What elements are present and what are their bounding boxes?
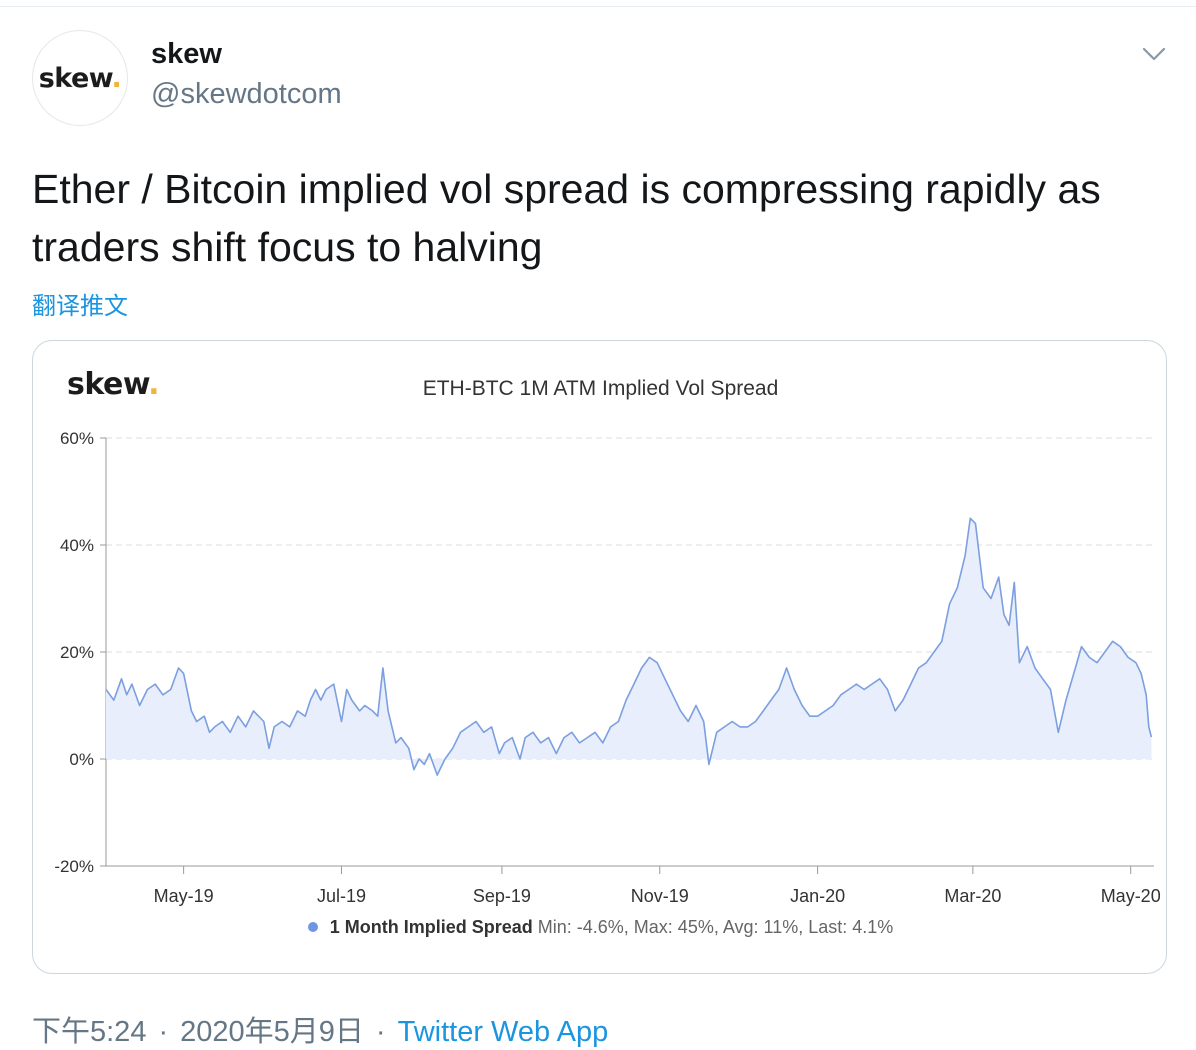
series-line: [105, 517, 1153, 776]
tweet-time[interactable]: 下午5:24: [32, 1016, 147, 1048]
footer-separator: ·: [375, 1016, 386, 1048]
tweet-text: Ether / Bitcoin implied vol spread is co…: [32, 166, 1101, 270]
y-tick-label: 20%: [60, 643, 94, 662]
x-tick-label: May-20: [1101, 886, 1161, 906]
y-tick-label: 60%: [60, 429, 94, 448]
user-handle[interactable]: @skewdotcom: [151, 78, 342, 110]
legend-stats: Min: -4.6%, Max: 45%, Avg: 11%, Last: 4.…: [537, 917, 894, 937]
top-divider: [0, 6, 1196, 7]
avatar-logo: skew.: [38, 62, 122, 94]
chart-logo: skew.: [67, 367, 160, 402]
y-tick-label: -20%: [54, 857, 94, 876]
y-tick-label: 40%: [60, 536, 94, 555]
x-tick-label: Mar-20: [944, 886, 1001, 906]
chart-legend[interactable]: 1 Month Implied Spread Min: -4.6%, Max: …: [33, 917, 1166, 938]
x-tick-label: Sep-19: [473, 886, 531, 906]
x-tick-label: Jan-20: [790, 886, 845, 906]
chart-card[interactable]: skew. ETH-BTC 1M ATM Implied Vol Spread …: [32, 340, 1167, 974]
tweet-footer: 下午5:24 · 2020年5月9日 · Twitter Web App: [32, 1008, 608, 1050]
translate-tweet-link[interactable]: 翻译推文: [32, 293, 128, 320]
x-tick-label: Nov-19: [631, 886, 689, 906]
legend-dot: [307, 922, 318, 932]
x-tick-label: May-19: [154, 886, 214, 906]
chevron-down-icon[interactable]: [1140, 40, 1168, 68]
avatar[interactable]: skew.: [32, 30, 128, 126]
tweet-date[interactable]: 2020年5月9日: [180, 1016, 364, 1048]
series-area: [106, 518, 1152, 776]
user-name[interactable]: skew: [151, 38, 222, 70]
legend-series-name: 1 Month Implied Spread: [329, 917, 533, 937]
implied-vol-chart: -20% 0% 20% 40% 60% May-19 Jul-19 Sep-19 Nov-19 J…: [54, 429, 1161, 906]
chart-title: ETH-BTC 1M ATM Implied Vol Spread: [422, 377, 779, 400]
footer-separator: ·: [158, 1016, 169, 1048]
tweet-source-link[interactable]: Twitter Web App: [397, 1016, 609, 1048]
x-tick-label: Jul-19: [317, 886, 366, 906]
y-tick-label: 0%: [69, 750, 94, 769]
